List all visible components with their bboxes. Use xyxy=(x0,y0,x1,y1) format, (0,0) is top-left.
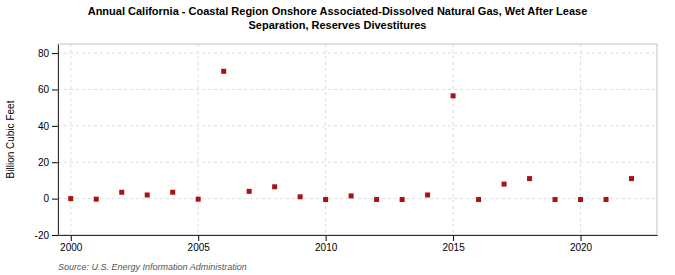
y-tick-label: -20 xyxy=(35,230,50,241)
y-tick-mark xyxy=(52,235,58,236)
x-tick: 2010 xyxy=(315,235,338,253)
x-tick-label: 2000 xyxy=(60,242,83,253)
y-tick-mark xyxy=(52,89,58,90)
point xyxy=(119,190,124,195)
title-line: Annual California - Coastal Region Onsho… xyxy=(88,5,588,17)
y-tick: 60 xyxy=(38,84,58,95)
y-tick-label: 80 xyxy=(38,48,50,59)
point xyxy=(298,194,303,199)
point xyxy=(170,190,175,195)
x-tick: 2005 xyxy=(188,235,211,253)
y-tick-mark xyxy=(52,162,58,163)
grid-line-y xyxy=(58,198,657,199)
x-tick-label: 2010 xyxy=(315,242,338,253)
grid-line-y xyxy=(58,125,657,126)
y-tick-label: 0 xyxy=(43,193,49,204)
x-tick-label: 2020 xyxy=(570,242,593,253)
grid-line-x xyxy=(325,44,326,235)
x-tick: 2015 xyxy=(442,235,465,253)
point xyxy=(374,197,379,202)
point xyxy=(272,184,277,189)
grid-line-y xyxy=(58,162,657,163)
point xyxy=(527,176,532,181)
grid-line-x xyxy=(198,44,199,235)
y-tick: 0 xyxy=(43,193,58,204)
point xyxy=(604,197,609,202)
points xyxy=(68,69,634,202)
plot-frame xyxy=(58,44,657,235)
y-tick-mark xyxy=(52,53,58,54)
plot: 2000 2005 2010 2015 2020 -20 0 20 40 60 80 xyxy=(35,44,658,253)
grid-line-x xyxy=(453,44,454,235)
point xyxy=(502,182,507,187)
x-tick-mark xyxy=(581,235,582,241)
y-tick-mark xyxy=(52,199,58,200)
y-tick-label: 20 xyxy=(38,157,50,168)
chart-svg: Annual California - Coastal Region Onsho… xyxy=(0,0,675,275)
chart-container: Annual California - Coastal Region Onsho… xyxy=(0,0,675,275)
point xyxy=(349,193,354,198)
y-tick: 20 xyxy=(38,157,58,168)
x-tick-mark xyxy=(71,235,72,241)
point xyxy=(451,93,456,98)
point xyxy=(400,197,405,202)
grid-line-x xyxy=(580,44,581,235)
y-axis: -20 0 20 40 60 80 xyxy=(35,45,59,241)
y-tick-label: 40 xyxy=(38,121,50,132)
point xyxy=(196,197,201,202)
x-axis: 2000 2005 2010 2015 2020 xyxy=(59,235,658,253)
grid xyxy=(58,44,657,235)
point xyxy=(323,197,328,202)
grid-line-y xyxy=(58,53,657,54)
x-tick-label: 2015 xyxy=(442,242,465,253)
point xyxy=(629,176,634,181)
grid-line-x xyxy=(70,44,71,235)
y-tick: 80 xyxy=(38,48,58,59)
y-tick: -20 xyxy=(35,230,58,241)
y-tick-label: 60 xyxy=(38,84,50,95)
title-line: Separation, Reserves Divestitures xyxy=(249,19,427,31)
x-tick-mark xyxy=(198,235,199,241)
point xyxy=(145,192,150,197)
point xyxy=(553,197,558,202)
y-axis-title: Billion Cubic Feet xyxy=(5,100,16,178)
point xyxy=(94,197,99,202)
y-tick: 40 xyxy=(38,121,58,132)
x-tick-mark xyxy=(326,235,327,241)
title: Annual California - Coastal Region Onsho… xyxy=(88,5,588,31)
point xyxy=(476,197,481,202)
y-tick-mark xyxy=(52,126,58,127)
x-tick: 2000 xyxy=(60,235,83,253)
source: Source: U.S. Energy Information Administ… xyxy=(58,262,247,272)
point xyxy=(221,69,226,74)
point xyxy=(425,192,430,197)
point xyxy=(68,196,73,201)
point xyxy=(247,189,252,194)
point xyxy=(578,197,583,202)
x-tick-mark xyxy=(453,235,454,241)
grid-line-y xyxy=(58,89,657,90)
x-tick: 2020 xyxy=(570,235,593,253)
x-tick-label: 2005 xyxy=(188,242,211,253)
